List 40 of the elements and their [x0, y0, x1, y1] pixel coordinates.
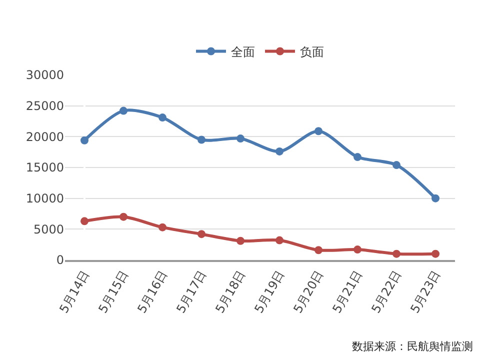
- x-tick-label: 5月20日: [290, 268, 326, 316]
- x-tick-label: 5月18日: [212, 268, 248, 316]
- point: [198, 136, 206, 144]
- x-tick-label: 5月21日: [330, 268, 366, 316]
- x-tick-label: 5月19日: [252, 268, 288, 316]
- point: [236, 134, 244, 143]
- y-tick-label: 25000: [26, 99, 64, 114]
- point: [432, 194, 440, 202]
- point: [314, 127, 322, 136]
- x-tick-label: 5月22日: [368, 268, 404, 316]
- point: [80, 136, 88, 144]
- source-note: 数据来源：民航舆情监测: [352, 340, 473, 353]
- y-tick-label: 15000: [26, 160, 64, 175]
- point: [354, 153, 362, 162]
- point: [198, 230, 206, 238]
- y-tick-label: 20000: [26, 130, 64, 144]
- point: [120, 106, 128, 115]
- x-tick-label: 5月16日: [134, 268, 170, 316]
- x-tick-label: 5月14日: [56, 268, 92, 316]
- x-tick-label: 5月17日: [174, 268, 210, 316]
- y-tick-label: 0: [56, 253, 64, 268]
- point: [276, 147, 284, 156]
- legend-label: 负面: [300, 44, 324, 59]
- legend-label: 全面: [231, 44, 255, 59]
- point: [120, 212, 128, 221]
- point: [276, 236, 284, 244]
- point: [314, 246, 322, 254]
- x-tick-label: 5月15日: [96, 268, 132, 316]
- point: [392, 250, 400, 258]
- point: [158, 223, 166, 232]
- point: [354, 246, 362, 254]
- y-tick-label: 10000: [26, 192, 64, 206]
- point: [158, 114, 166, 122]
- point: [432, 250, 440, 258]
- y-tick-label: 5000: [33, 222, 64, 236]
- y-tick-label: 30000: [26, 68, 64, 82]
- point: [236, 236, 244, 245]
- x-tick-label: 5月23日: [408, 268, 444, 316]
- point: [392, 161, 400, 170]
- point: [80, 217, 88, 226]
